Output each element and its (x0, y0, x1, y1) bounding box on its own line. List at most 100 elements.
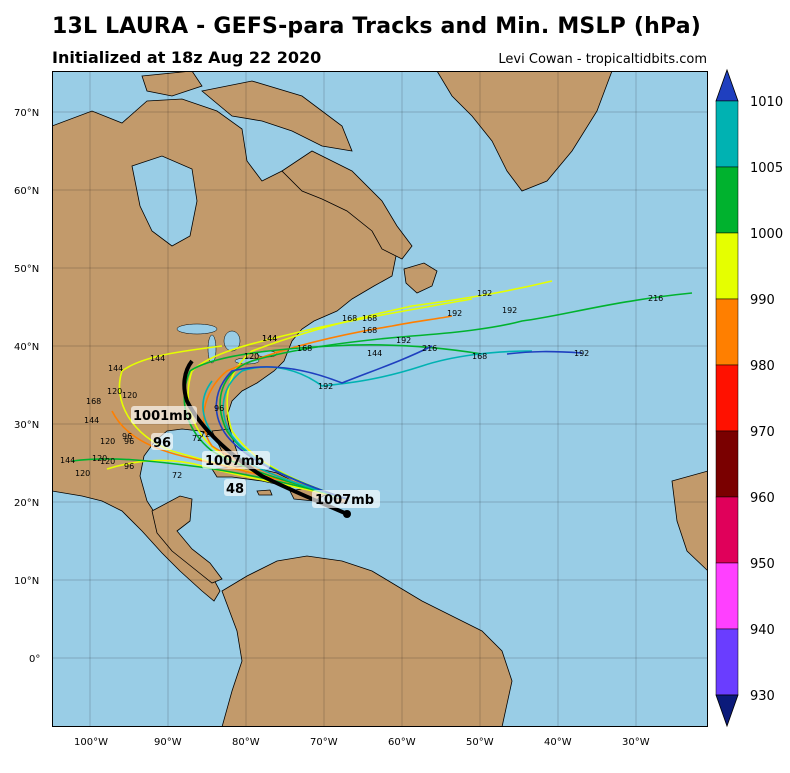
lon-tick: 90°W (154, 737, 182, 748)
gridlines (52, 71, 708, 727)
hour-label: 144 (84, 416, 99, 425)
lake-superior (176, 323, 218, 335)
chart-subtitle: Initialized at 18z Aug 22 2020 (52, 48, 322, 67)
mean-track-start (343, 510, 351, 518)
hour-label: 96 (124, 462, 134, 471)
lat-tick: 70°N (14, 108, 39, 119)
track-member (71, 458, 348, 500)
hour-label-big: 48 (226, 482, 244, 497)
colorbar-seg-1000 (715, 166, 739, 234)
colorbar-seg-930 (715, 628, 739, 696)
hour-label: 168 (297, 344, 312, 353)
hour-label: 168 (342, 314, 357, 323)
lon-tick: 50°W (466, 737, 494, 748)
lat-tick: 40°N (14, 342, 39, 353)
colorbar-label: 930 (750, 689, 775, 704)
lake-huron (223, 330, 241, 352)
hour-label: 192 (447, 309, 462, 318)
hour-label: 168 (86, 397, 101, 406)
hour-label: 192 (396, 336, 411, 345)
lat-tick: 0° (29, 654, 40, 665)
hour-label: 144 (108, 364, 123, 373)
chart-credit: Levi Cowan - tropicaltidbits.com (498, 52, 707, 67)
colorbar-seg-980 (715, 298, 739, 366)
pressure-label: 1007mb (205, 454, 264, 469)
hour-label: 168 (362, 314, 377, 323)
colorbar-seg-950 (715, 496, 739, 564)
lon-tick: 100°W (74, 737, 108, 748)
colorbar-label: 980 (750, 359, 775, 374)
land-newfoundland (403, 262, 438, 294)
colorbar-label: 940 (750, 623, 775, 638)
pressure-labels: 1001mb 1007mb 1007mb 96 48 (131, 406, 380, 508)
pressure-colorbar: 1010 1005 1000 990 980 970 960 950 940 9… (715, 68, 783, 728)
hour-label: 168 (362, 326, 377, 335)
hour-label: 144 (262, 334, 277, 343)
mean-track (182, 359, 348, 516)
lat-tick: 60°N (14, 186, 39, 197)
hour-labels: 168 192 216 144 120 96 72 168 192 192 16… (60, 289, 663, 480)
lon-tick: 30°W (622, 737, 650, 748)
hour-label: 72 (200, 430, 210, 439)
hour-label: 96 (124, 437, 134, 446)
hour-label: 96 (122, 432, 132, 441)
hour-label: 120 (122, 391, 137, 400)
colorbar-seg-1005 (715, 100, 739, 168)
colorbar-label: 1005 (750, 161, 783, 176)
hour-label: 120 (100, 437, 115, 446)
lon-tick-labels: 100°W 90°W 80°W 70°W 60°W 50°W 40°W 30°W (74, 737, 650, 748)
lon-tick: 70°W (310, 737, 338, 748)
land-baffin (201, 80, 353, 152)
hour-label: 72 (172, 471, 182, 480)
hour-label-big: 96 (153, 436, 171, 451)
land-jamaica (256, 489, 273, 496)
colorbar-label: 990 (750, 293, 775, 308)
colorbar-labels: 1010 1005 1000 990 980 970 960 950 940 9… (750, 95, 783, 704)
hour-label: 120 (100, 457, 115, 466)
hour-label: 144 (262, 334, 277, 343)
lat-tick: 10°N (14, 576, 39, 587)
colorbar-label: 970 (750, 425, 775, 440)
colorbar-label: 950 (750, 557, 775, 572)
hour-label: 120 (107, 387, 122, 396)
land-labrador (281, 150, 413, 260)
colorbar-seg-990 (715, 232, 739, 300)
hour-label: 144 (150, 354, 165, 363)
hour-label: 192 (477, 289, 492, 298)
colorbar-seg-940 (715, 562, 739, 630)
colorbar-top-arrow (715, 68, 739, 102)
colorbar-seg-960 (715, 430, 739, 498)
hour-label: 96 (214, 404, 224, 413)
hour-label: 120 (244, 352, 259, 361)
hudson-bay (131, 155, 198, 247)
land-south-america (221, 555, 513, 727)
lat-tick: 20°N (14, 498, 39, 509)
colorbar-label: 1000 (750, 227, 783, 242)
land-africa (671, 470, 708, 572)
colorbar-label: 1010 (750, 95, 783, 110)
lat-tick: 30°N (14, 420, 39, 431)
track-map: 168 192 216 144 120 96 72 168 192 192 16… (52, 71, 708, 727)
hour-label: 216 (648, 294, 663, 303)
pressure-label: 1007mb (315, 493, 374, 508)
hour-label: 120 (75, 469, 90, 478)
track-member (506, 350, 583, 355)
lat-tick-labels: 70°N 60°N 50°N 40°N 30°N 20°N 10°N 0° (14, 108, 40, 665)
hour-label: 72 (192, 434, 202, 443)
lon-tick: 40°W (544, 737, 572, 748)
hour-label: 216 (422, 344, 437, 353)
colorbar-bottom-arrow (715, 694, 739, 728)
lat-tick: 50°N (14, 264, 39, 275)
colorbar-seg-970 (715, 364, 739, 432)
lon-tick: 80°W (232, 737, 260, 748)
hour-label: 192 (574, 349, 589, 358)
hour-label: 192 (502, 306, 517, 315)
land-masses (52, 71, 708, 727)
hour-label: 144 (367, 349, 382, 358)
hour-label: 120 (92, 454, 107, 463)
hour-label: 168 (472, 352, 487, 361)
pressure-label: 1001mb (133, 409, 192, 424)
hour-label: 192 (318, 382, 333, 391)
land-greenland (436, 71, 613, 192)
